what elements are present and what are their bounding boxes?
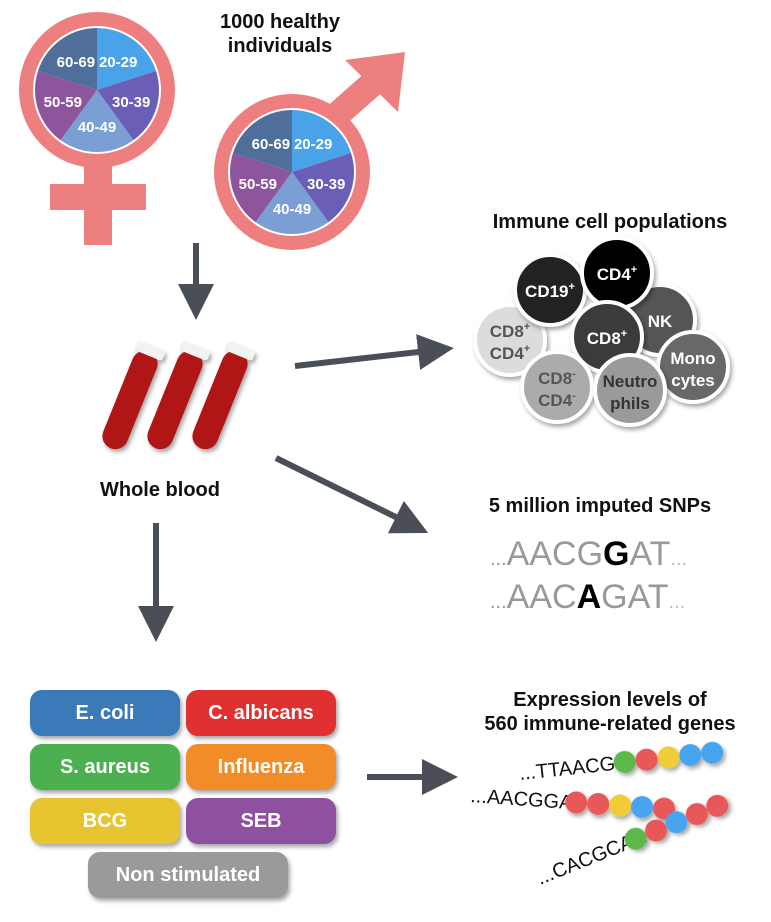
expression-title: Expression levels of 560 immune-related g… (460, 688, 760, 736)
female-symbol-icon: 20-29 30-39 40-49 50-59 60-69 (19, 12, 175, 245)
gene-sequence: ...TTAACGG (518, 741, 724, 785)
female-pie-slice (97, 28, 156, 90)
cell-label: CD4+ (597, 264, 637, 284)
expression-bead (587, 792, 610, 815)
male-age-label: 30-39 (307, 176, 345, 193)
cell-label: NK (648, 312, 673, 331)
stimulus-bcg: BCG (30, 798, 180, 844)
cell-label: Mono (670, 349, 715, 368)
cell-label: CD8- (538, 368, 576, 388)
cell-label: CD19+ (525, 281, 575, 301)
cell-label: Neutro (603, 372, 658, 391)
expression-bead (624, 827, 647, 850)
female-pie-slice (38, 28, 97, 90)
svg-text:...AACGGAT...: ...AACGGAT... (490, 535, 687, 573)
arrow-to-cells (294, 334, 454, 370)
cell-population: Neutro phils (593, 353, 667, 427)
cell-label: CD4+ (490, 343, 530, 363)
cell-population: CD8+CD4+ (473, 303, 547, 377)
male-age-label: 50-59 (239, 176, 277, 193)
expression-title-line1: Expression levels of (513, 689, 707, 711)
snps-title: 5 million imputed SNPs (488, 495, 712, 517)
snp-sequences: ...AACGGAT... ...AACAGAT... (490, 535, 687, 616)
stimulus-seb: SEB (186, 798, 336, 844)
expression-bead (645, 819, 668, 842)
cohort-title: 1000 healthy individuals (190, 10, 370, 58)
expression-bead (565, 791, 588, 814)
expression-bead (613, 750, 636, 773)
blood-tubes-icon (102, 341, 255, 450)
expression-bead (679, 744, 702, 767)
female-age-label: 60-69 (57, 54, 95, 71)
arrow-to-snps (274, 455, 429, 534)
stimulus-non-stimulated: Non stimulated (88, 852, 288, 898)
female-pie-slice (97, 70, 159, 141)
cell-label: CD8+ (587, 328, 627, 348)
cell-circle (593, 353, 667, 427)
stimulus-e-coli: E. coli (30, 690, 180, 736)
expression-bead (665, 811, 688, 834)
male-pie-slice (292, 110, 351, 172)
expression-bead (631, 796, 654, 819)
female-age-label: 40-49 (78, 119, 116, 136)
expression-bead (657, 746, 680, 769)
cell-population: CD4+ (580, 236, 654, 310)
male-pie-slice (255, 172, 329, 235)
expression-bead (706, 794, 729, 817)
cell-circle (520, 350, 594, 424)
stimulus-influenza: Influenza (186, 744, 336, 790)
male-age-label: 60-69 (252, 136, 290, 153)
female-pie-slice (34, 70, 97, 141)
svg-text:...AACAGAT...: ...AACAGAT... (490, 578, 685, 616)
sequence-text: ...TTAACGG (518, 751, 632, 785)
male-pie-slice (233, 110, 292, 172)
gene-sequence: ...AACGGAT (470, 785, 676, 820)
female-age-label: 50-59 (44, 94, 82, 111)
stimulus-c-albicans: C. albicans (186, 690, 336, 736)
cohort-title-line2: individuals (227, 35, 333, 57)
cell-label: CD8+ (490, 321, 530, 341)
male-symbol-icon: 20-29 30-39 40-49 50-59 60-69 (214, 52, 405, 250)
cell-label: phils (610, 394, 650, 413)
expression-bead (685, 803, 708, 826)
cell-label: CD4- (538, 390, 576, 410)
male-pie-slice (292, 152, 354, 223)
expression-bead (635, 748, 658, 771)
cell-label: cytes (671, 371, 714, 390)
male-age-label: 20-29 (294, 136, 332, 153)
male-pie-slice (230, 152, 292, 223)
expression-bead (609, 794, 632, 817)
cell-circle (473, 303, 547, 377)
cohort-title-line1: 1000 healthy (219, 11, 341, 33)
expression-bead (701, 741, 724, 764)
female-pie-slice (60, 90, 134, 152)
female-age-label: 20-29 (99, 54, 137, 71)
cell-population: Mono cytes (656, 330, 730, 404)
female-age-label: 30-39 (112, 94, 150, 111)
cells-title: Immune cell populations (492, 211, 728, 233)
cell-population: CD19+ (513, 253, 587, 327)
cell-population: CD8-CD4- (520, 350, 594, 424)
male-age-label: 40-49 (273, 201, 311, 218)
stimulus-s-aureus: S. aureus (30, 744, 180, 790)
whole-blood-label: Whole blood (100, 479, 220, 501)
expression-title-line2: 560 immune-related genes (484, 713, 736, 735)
